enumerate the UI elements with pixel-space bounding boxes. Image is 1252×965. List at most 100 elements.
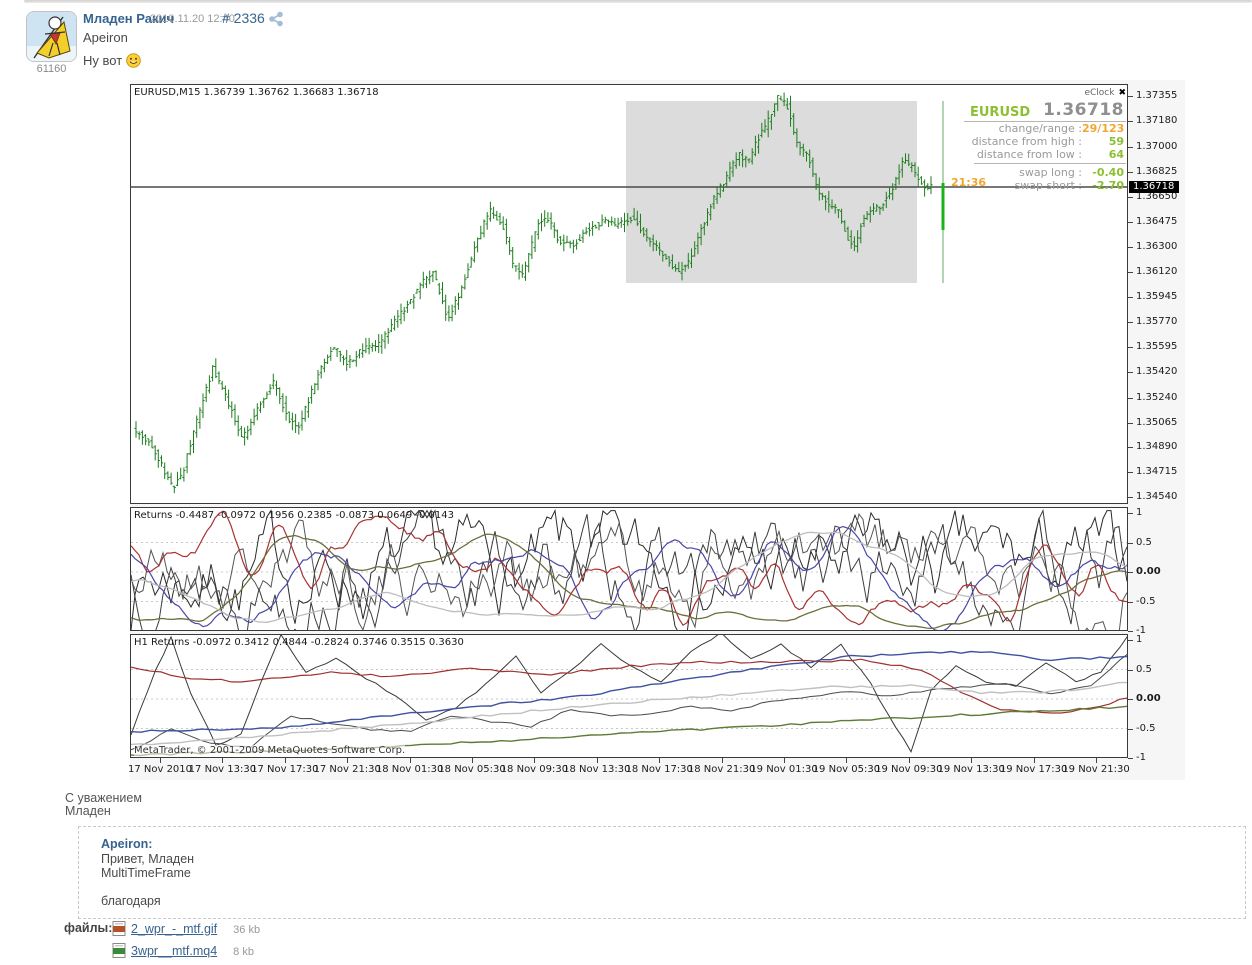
quote-line: [101, 880, 1235, 894]
time-axis-label: 19 Nov 05:30: [812, 764, 881, 775]
time-axis-label: 17 Nov 2010: [127, 764, 193, 775]
eclock-title: eClock: [1084, 88, 1115, 98]
price-axis-label: 1.35770: [1136, 316, 1178, 328]
time-axis-tick: [409, 758, 411, 763]
files-label: файлы:: [64, 921, 113, 935]
osc-axis-label-osc1: -1: [1136, 625, 1146, 636]
price-axis-label: 1.34540: [1136, 491, 1178, 503]
price-axis-tick: [1128, 272, 1133, 274]
time-axis-tick: [1033, 758, 1035, 763]
avatar-image: [27, 12, 76, 61]
close-icon[interactable]: ✖: [1118, 88, 1126, 98]
share-icon[interactable]: [268, 11, 284, 27]
h1-returns-canvas: [131, 635, 1127, 757]
price-axis-label: 1.35420: [1136, 365, 1178, 377]
time-axis-tick: [534, 758, 536, 763]
post-text-line: Ну вот: [83, 53, 123, 68]
price-axis-tick: [1128, 121, 1133, 123]
eclock-row-label: change/range :: [998, 122, 1082, 135]
time-axis-tick: [659, 758, 661, 763]
price-axis-label: 1.34715: [1136, 466, 1178, 478]
price-pane: EURUSD,M15 1.36739 1.36762 1.36683 1.367…: [130, 84, 1128, 504]
time-axis-label: 19 Nov 17:30: [999, 764, 1068, 775]
time-axis-label: 18 Nov 01:30: [375, 764, 444, 775]
price-axis-tick: [1128, 221, 1133, 223]
price-axis-tick: [1128, 347, 1133, 349]
post-divider: [24, 0, 1252, 3]
price-axis-tick: [1128, 371, 1133, 373]
eclock-row-label: swap short :: [1014, 179, 1082, 192]
time-axis-tick: [222, 758, 224, 763]
osc-axis-label-osc1: 1: [1136, 507, 1143, 518]
osc-axis-label-osc2: 1: [1136, 634, 1143, 645]
eclock-row-label: distance from low :: [976, 148, 1082, 161]
post-date: 2010.11.20 12:40: [150, 13, 235, 25]
time-axis-tick: [971, 758, 973, 763]
osc-axis-label-osc2: -1: [1136, 752, 1146, 763]
post-number-link[interactable]: # 2336: [222, 10, 265, 26]
file-type-icon-gif: [112, 921, 126, 939]
quote-line: Привет, Младен: [101, 852, 195, 866]
time-axis-tick: [596, 758, 598, 763]
file-type-icon-mq4: [112, 943, 126, 961]
price-axis-tick: [1128, 196, 1133, 198]
price-axis-label: 1.37000: [1136, 140, 1178, 152]
indicator-pane-returns: Returns -0.4487 -0.0972 0.1956 0.2385 -0…: [130, 507, 1128, 631]
pane2-label: H1 Returns -0.0972 0.3412 0.4844 -0.2824…: [134, 637, 464, 648]
osc-axis-tick: [1128, 640, 1133, 641]
time-axis-label: 17 Nov 13:30: [188, 764, 257, 775]
osc-axis-tick: [1128, 758, 1133, 759]
osc-axis-label-osc1: 0.5: [1136, 536, 1152, 548]
osc-axis-label-osc1: 0.00: [1136, 566, 1161, 577]
time-axis-label: 18 Nov 21:30: [687, 764, 756, 775]
price-axis-tick: [1128, 447, 1133, 449]
time-axis-tick: [908, 758, 910, 763]
time-axis-label: 19 Nov 09:30: [875, 764, 943, 775]
quote-author[interactable]: Apeiron:: [101, 837, 153, 851]
eclock-row-value: 64: [1108, 148, 1124, 161]
price-axis-label: 1.35945: [1136, 291, 1178, 303]
time-axis-tick: [347, 758, 349, 763]
price-axis-tick: [1128, 297, 1133, 299]
quote-lines: Привет, Младен MultiTimeFrame благодаря: [101, 852, 1235, 908]
pane1-label: Returns -0.4487 -0.0972 0.1956 0.2385 -0…: [134, 510, 455, 521]
author-link[interactable]: Младен Ракич: [83, 11, 175, 26]
eclock-row: distance from low : 64: [964, 148, 1126, 161]
osc-axis-label-osc2: 0.5: [1136, 663, 1152, 675]
price-axis-label: 1.36650: [1136, 190, 1178, 202]
time-axis-label: 17 Nov 21:30: [313, 764, 381, 775]
signature-line: Младен: [65, 804, 111, 818]
metatrader-copyright: MetaTrader, © 2001-2009 MetaQuotes Softw…: [134, 745, 406, 756]
osc-axis-label-osc2: 0.00: [1136, 693, 1161, 704]
price-axis-tick: [1128, 171, 1133, 173]
eclock-row-value: 59: [1108, 135, 1124, 148]
eclock-row: swap short : -2.70: [964, 179, 1126, 192]
quote-line: MultiTimeFrame: [101, 866, 191, 880]
eclock-price: 1.36718: [1043, 100, 1124, 120]
time-axis-tick: [472, 758, 473, 763]
file-size: 36 kb: [233, 924, 261, 936]
eclock-row-label: distance from high :: [971, 135, 1082, 148]
file-row: 2_wpr_-_mtf.gif 36 kb: [112, 921, 260, 939]
eclock-row: swap long : -0.40: [964, 166, 1126, 179]
chart-title: EURUSD,M15 1.36739 1.36762 1.36683 1.367…: [134, 87, 379, 98]
osc-axis-tick: [1128, 631, 1133, 632]
quote-line: благодаря: [101, 894, 161, 908]
price-axis-label: 1.35240: [1136, 391, 1178, 403]
price-axis-label: 1.36475: [1136, 215, 1178, 227]
chart-image[interactable]: EURUSD,M15 1.36739 1.36762 1.36683 1.367…: [127, 80, 1185, 780]
price-axis-tick: [1128, 497, 1133, 499]
author-id: 61160: [36, 63, 67, 75]
signature-line: С уважением: [65, 791, 142, 805]
post-text: Ну вот: [83, 53, 141, 71]
price-axis-label: 1.36120: [1136, 266, 1178, 278]
file-link[interactable]: 2_wpr_-_mtf.gif: [131, 922, 218, 936]
time-axis-label: 17 Nov 17:30: [251, 764, 319, 775]
price-axis-label: 1.36825: [1136, 165, 1178, 177]
price-axis-tick: [1128, 322, 1133, 324]
avatar[interactable]: [26, 11, 77, 62]
price-axis-tick: [1128, 472, 1133, 474]
eclock-row-label: swap long :: [1019, 166, 1082, 179]
price-axis-tick: [1128, 397, 1133, 399]
file-link[interactable]: 3wpr__mtf.mq4: [131, 944, 218, 958]
